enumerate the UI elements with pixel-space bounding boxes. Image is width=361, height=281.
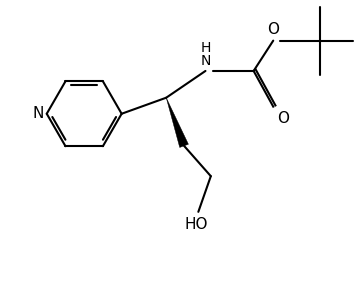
Text: H
N: H N <box>201 41 212 68</box>
Polygon shape <box>166 98 188 148</box>
Text: N: N <box>32 106 44 121</box>
Text: O: O <box>277 111 289 126</box>
Text: HO: HO <box>185 217 208 232</box>
Text: O: O <box>267 22 279 37</box>
